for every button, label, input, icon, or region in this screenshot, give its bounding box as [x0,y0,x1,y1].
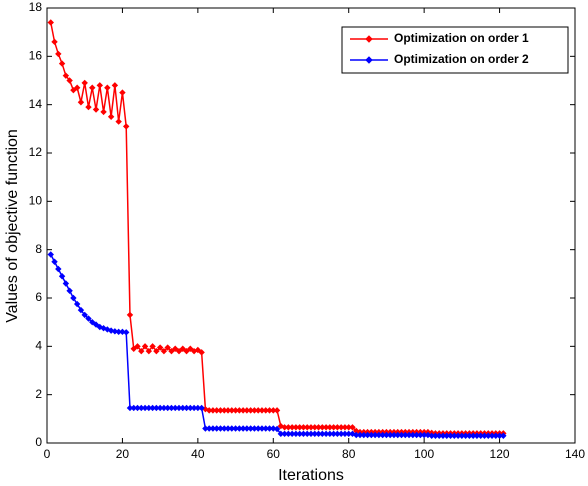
marker [134,343,141,350]
marker [111,328,119,335]
marker [194,346,202,354]
marker [277,422,285,430]
marker [92,321,100,328]
marker [55,50,62,58]
marker [66,287,73,294]
marker [73,84,81,91]
y-tick-label: 10 [29,194,43,208]
marker [89,84,96,91]
marker [168,347,175,355]
marker [73,300,81,308]
y-tick-label: 14 [29,97,43,111]
marker [141,343,149,350]
marker [122,123,130,130]
y-tick-label: 2 [35,387,42,401]
marker [55,265,62,273]
marker [198,349,205,356]
marker [58,60,66,67]
marker [77,306,85,314]
marker [160,347,168,355]
marker [145,347,153,355]
marker [96,82,104,89]
marker [500,432,507,439]
y-tick-label: 18 [29,0,43,14]
marker [85,103,92,111]
x-tick-label: 140 [565,447,585,461]
marker [51,38,58,46]
marker [81,79,88,87]
marker [70,294,77,302]
y-tick-label: 6 [35,290,42,304]
marker [156,344,164,351]
marker [62,280,70,287]
marker [115,118,122,125]
marker [62,72,70,79]
y-tick-label: 12 [29,145,43,159]
marker [138,347,145,355]
marker [273,425,281,433]
marker [130,345,137,352]
marker [58,273,66,280]
legend-label: Optimization on order 1 [394,31,529,45]
marker [89,318,96,326]
marker [104,326,111,333]
marker [175,347,183,355]
marker [122,329,130,336]
x-tick-label: 120 [490,447,510,461]
marker [119,89,126,96]
marker [47,19,54,26]
marker [100,108,107,116]
marker [66,77,73,84]
x-tick-label: 80 [342,447,356,461]
marker [349,424,356,431]
marker [51,258,58,265]
marker [183,347,190,355]
y-tick-label: 16 [29,49,43,63]
plot-area [46,7,576,444]
marker [111,82,119,89]
marker [270,425,277,432]
marker [179,345,186,352]
marker [92,106,100,113]
marker [119,328,126,336]
legend-marker [365,35,373,43]
marker [153,347,160,355]
x-tick-label: 20 [116,447,130,461]
marker [149,343,156,350]
y-tick-label: 0 [35,435,42,449]
marker [172,345,179,352]
x-tick-label: 0 [44,447,51,461]
legend-marker [365,56,373,64]
y-axis-label: Values of objective function [4,129,21,323]
marker [273,407,281,414]
y-tick-label: 4 [35,339,42,353]
marker [198,404,205,412]
marker [77,99,85,106]
x-tick-label: 100 [414,447,434,461]
x-tick-label: 60 [267,447,281,461]
y-tick-label: 8 [35,242,42,256]
marker [104,84,111,91]
marker [107,113,115,120]
marker [70,86,77,94]
marker [126,311,134,319]
marker [164,344,171,351]
marker [47,251,54,258]
marker [85,315,92,322]
marker [81,311,88,319]
marker [349,430,356,438]
x-tick-label: 40 [191,447,205,461]
x-axis-label: Iterations [278,467,344,484]
legend-box [341,26,569,74]
legend-label: Optimization on order 2 [394,52,529,66]
marker [187,345,194,352]
